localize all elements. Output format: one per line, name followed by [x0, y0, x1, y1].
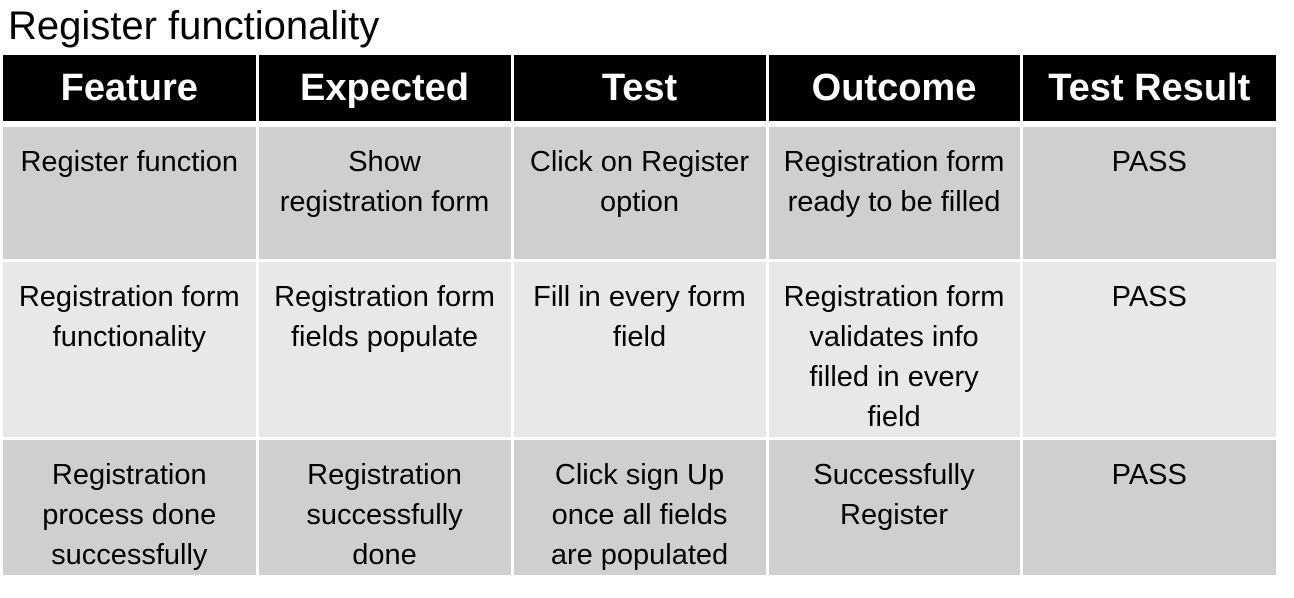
- cell-expected: Registration form fields populate: [255, 259, 514, 440]
- header-test: Test: [510, 55, 769, 127]
- header-test-result: Test Result: [1019, 55, 1276, 127]
- cell-outcome: Registration form ready to be filled: [765, 122, 1023, 262]
- header-expected: Expected: [255, 55, 514, 127]
- cell-outcome: Successfully Register: [765, 437, 1023, 578]
- page-title: Register functionality: [8, 4, 380, 48]
- cell-expected: Show registration form: [255, 122, 514, 262]
- cell-feature: Registration form functionality: [3, 259, 259, 440]
- cell-result: PASS: [1019, 437, 1276, 578]
- table-row: Register function Show registration form…: [3, 122, 1276, 262]
- cell-feature: Register function: [3, 122, 259, 262]
- cell-test: Fill in every form field: [510, 259, 769, 440]
- cell-expected: Registration successfully done: [255, 437, 514, 578]
- cell-test: Click on Register option: [510, 122, 769, 262]
- header-outcome: Outcome: [765, 55, 1023, 127]
- test-results-table: Feature Expected Test Outcome Test Resul…: [3, 55, 1276, 578]
- cell-outcome: Registration form validates info filled …: [765, 259, 1023, 440]
- header-feature: Feature: [3, 55, 259, 127]
- header-row: Feature Expected Test Outcome Test Resul…: [3, 55, 1276, 127]
- table-header: Feature Expected Test Outcome Test Resul…: [3, 55, 1276, 127]
- table-body: Register function Show registration form…: [3, 122, 1276, 578]
- table-row: Registration form functionality Registra…: [3, 259, 1276, 440]
- cell-result: PASS: [1019, 259, 1276, 440]
- cell-feature: Registration process done successfully: [3, 437, 259, 578]
- cell-result: PASS: [1019, 122, 1276, 262]
- cell-test: Click sign Up once all fields are popula…: [510, 437, 769, 578]
- table-row: Registration process done successfully R…: [3, 437, 1276, 578]
